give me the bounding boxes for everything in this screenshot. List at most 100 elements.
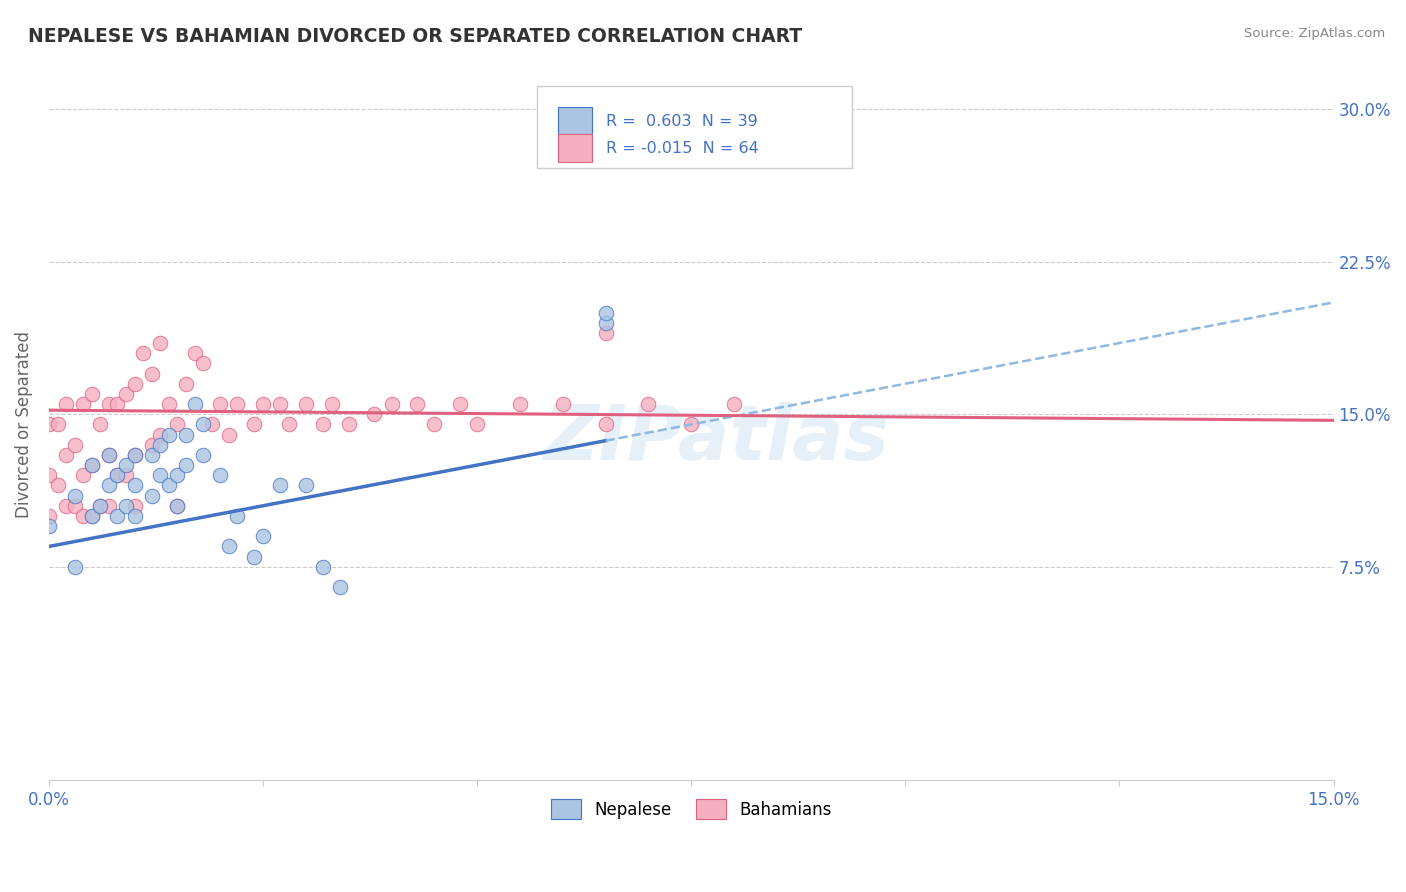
Point	[157, 478, 180, 492]
Point	[124, 508, 146, 523]
Point	[97, 448, 120, 462]
Point	[277, 417, 299, 432]
Point	[191, 356, 214, 370]
Point	[107, 468, 129, 483]
Point	[218, 427, 240, 442]
Point	[124, 499, 146, 513]
Point	[183, 397, 205, 411]
Point	[72, 508, 94, 523]
Point	[312, 559, 335, 574]
Point	[723, 397, 745, 411]
Text: R =  0.603  N = 39: R = 0.603 N = 39	[606, 114, 758, 128]
Point	[183, 346, 205, 360]
Point	[218, 540, 240, 554]
Point	[55, 499, 77, 513]
Point	[174, 376, 197, 391]
Point	[115, 468, 138, 483]
Point	[63, 489, 86, 503]
Point	[97, 448, 120, 462]
Point	[191, 448, 214, 462]
Point	[38, 508, 60, 523]
FancyBboxPatch shape	[537, 87, 852, 169]
Point	[89, 499, 111, 513]
Point	[115, 458, 138, 472]
Text: R = -0.015  N = 64: R = -0.015 N = 64	[606, 141, 759, 156]
Point	[201, 417, 224, 432]
Point	[149, 427, 172, 442]
Point	[595, 326, 617, 340]
Y-axis label: Divorced or Separated: Divorced or Separated	[15, 331, 32, 518]
Point	[97, 499, 120, 513]
Point	[89, 499, 111, 513]
Text: Source: ZipAtlas.com: Source: ZipAtlas.com	[1244, 27, 1385, 40]
Point	[141, 367, 163, 381]
Point	[157, 427, 180, 442]
Point	[166, 468, 188, 483]
Point	[80, 458, 103, 472]
Point	[72, 397, 94, 411]
Point	[107, 397, 129, 411]
Point	[97, 397, 120, 411]
Point	[80, 508, 103, 523]
Point	[406, 397, 429, 411]
Point	[449, 397, 471, 411]
Text: ZIPatlas: ZIPatlas	[544, 401, 890, 475]
Point	[174, 427, 197, 442]
Point	[295, 478, 318, 492]
Point	[174, 458, 197, 472]
Point	[423, 417, 446, 432]
Point	[38, 468, 60, 483]
Point	[329, 580, 352, 594]
Point	[46, 478, 69, 492]
Point	[209, 468, 232, 483]
Point	[63, 499, 86, 513]
Point	[63, 559, 86, 574]
Point	[681, 417, 703, 432]
Point	[157, 397, 180, 411]
Point	[312, 417, 335, 432]
Point	[141, 489, 163, 503]
Point	[141, 438, 163, 452]
Point	[80, 508, 103, 523]
Point	[465, 417, 488, 432]
FancyBboxPatch shape	[558, 107, 592, 136]
Point	[551, 397, 574, 411]
Point	[55, 397, 77, 411]
Point	[166, 499, 188, 513]
Point	[269, 478, 291, 492]
Point	[55, 448, 77, 462]
Point	[637, 397, 659, 411]
Point	[337, 417, 360, 432]
Point	[124, 376, 146, 391]
Legend: Nepalese, Bahamians: Nepalese, Bahamians	[544, 793, 838, 825]
Point	[132, 346, 155, 360]
Point	[252, 529, 274, 543]
Point	[89, 417, 111, 432]
Point	[295, 397, 318, 411]
Point	[149, 468, 172, 483]
Point	[380, 397, 402, 411]
Point	[321, 397, 343, 411]
Point	[124, 478, 146, 492]
Point	[226, 397, 249, 411]
Point	[97, 478, 120, 492]
Point	[243, 417, 266, 432]
Point	[226, 508, 249, 523]
Point	[115, 499, 138, 513]
Text: NEPALESE VS BAHAMIAN DIVORCED OR SEPARATED CORRELATION CHART: NEPALESE VS BAHAMIAN DIVORCED OR SEPARAT…	[28, 27, 803, 45]
Point	[509, 397, 531, 411]
Point	[107, 508, 129, 523]
Point	[363, 407, 385, 421]
Point	[107, 468, 129, 483]
Point	[38, 417, 60, 432]
Point	[595, 316, 617, 330]
Point	[149, 438, 172, 452]
Point	[63, 438, 86, 452]
Point	[72, 468, 94, 483]
Point	[124, 448, 146, 462]
Point	[149, 336, 172, 351]
Point	[46, 417, 69, 432]
Point	[595, 417, 617, 432]
Point	[124, 448, 146, 462]
Point	[252, 397, 274, 411]
